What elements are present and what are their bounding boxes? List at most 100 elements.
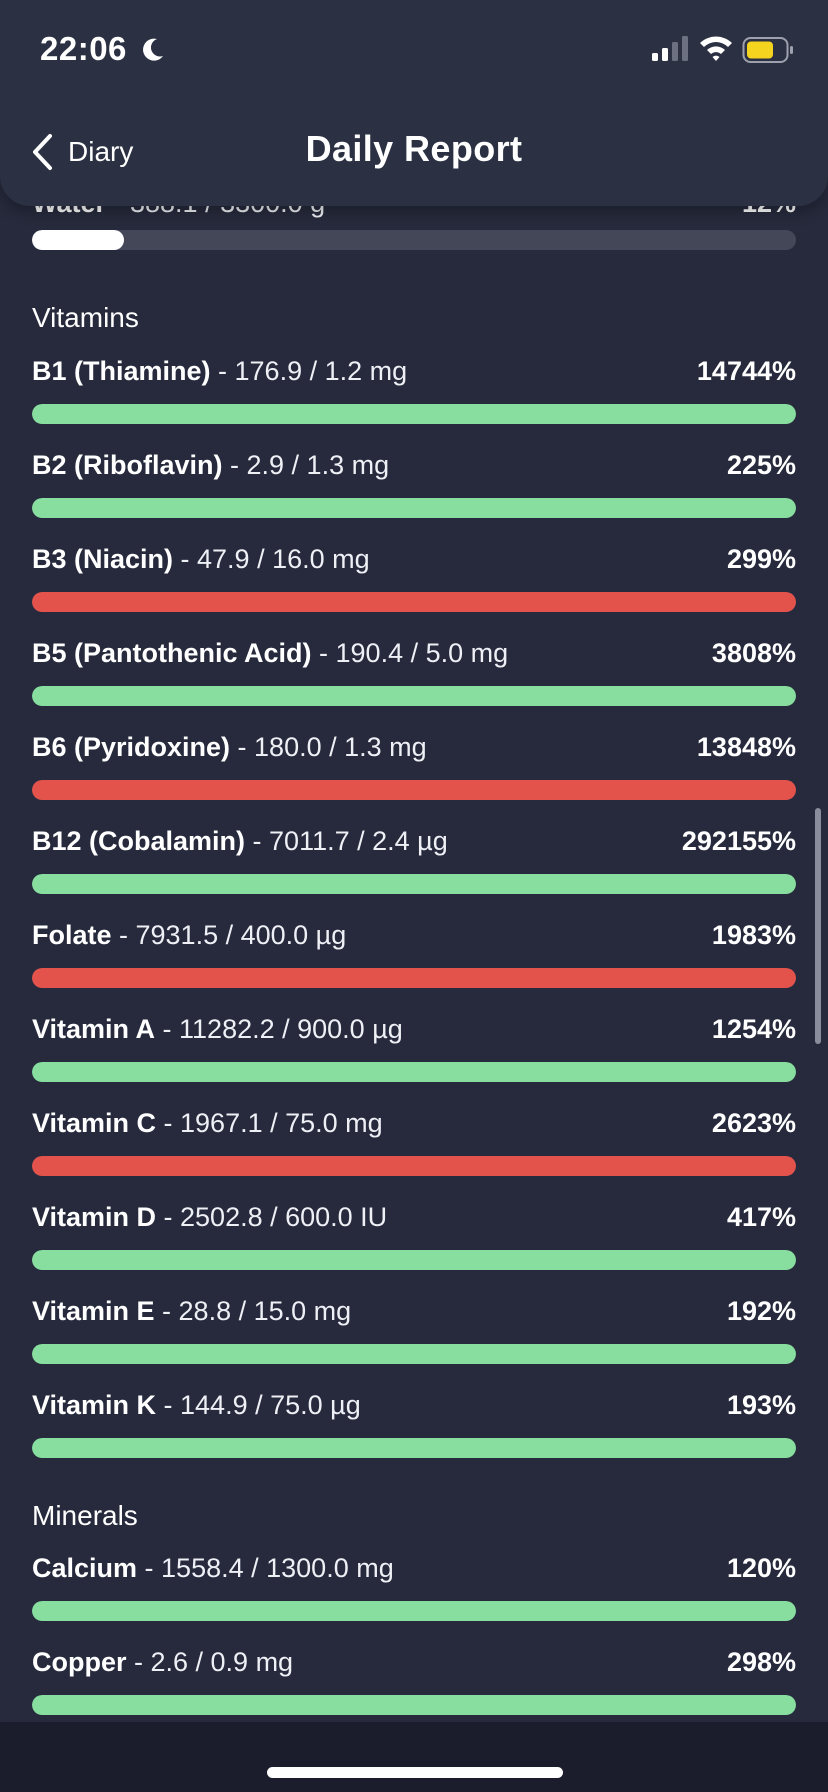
nutrient-row: Vitamin D - 2502.8 / 600.0 IU 417% [32,1202,796,1270]
nutrient-name: Vitamin A [32,1014,156,1044]
progress-track [32,874,796,894]
nutrient-amount: - 144.9 / 75.0 µg [156,1390,361,1420]
progress-fill [32,1438,796,1458]
progress-fill [32,1250,796,1270]
progress-fill [32,686,796,706]
bottom-bar [0,1722,828,1792]
nutrient-row: B2 (Riboflavin) - 2.9 / 1.3 mg 225% [32,450,796,518]
progress-fill [32,1695,796,1715]
nutrient-row: Vitamin E - 28.8 / 15.0 mg 192% [32,1296,796,1364]
progress-track [32,1062,796,1082]
nutrient-amount: - 190.4 / 5.0 mg [311,638,509,668]
scrollbar[interactable] [815,808,821,1044]
nutrient-amount: - 2.6 / 0.9 mg [126,1647,294,1677]
nutrient-row: Folate - 7931.5 / 400.0 µg 1983% [32,920,796,988]
nutrient-name: B5 (Pantothenic Acid) [32,638,312,668]
nutrient-percent: 225% [726,450,796,480]
progress-track [32,404,796,424]
progress-track [32,1344,796,1364]
status-time: 22:06 [40,30,127,67]
nutrient-amount: - 1558.4 / 1300.0 mg [137,1553,394,1583]
battery-icon [742,37,793,63]
nutrient-amount: - 176.9 / 1.2 mg [210,356,408,386]
moon-icon [143,38,163,61]
nutrient-row: Vitamin C - 1967.1 / 75.0 mg 2623% [32,1108,796,1176]
nutrient-amount: - 2.9 / 1.3 mg [222,450,390,480]
chevron-left-icon [33,134,52,170]
report-content[interactable]: Water - 388.1 / 3300.0 g 12% Vitamins B1… [0,0,828,1722]
nutrient-name: B1 (Thiamine) [32,356,211,386]
nutrient-percent: 299% [726,544,796,574]
nutrient-name: B6 (Pyridoxine) [32,732,231,762]
progress-track [32,230,796,250]
back-button[interactable]: Diary [30,130,133,174]
progress-track [32,592,796,612]
page-title: Daily Report [305,128,523,169]
progress-fill [32,498,796,518]
progress-fill [32,1156,796,1176]
nutrient-amount: - 47.9 / 16.0 mg [173,544,370,574]
nutrient-row: B5 (Pantothenic Acid) - 190.4 / 5.0 mg 38… [32,638,796,706]
back-label: Diary [68,136,134,167]
nutrient-percent: 292155% [681,826,796,856]
nutrient-name: Vitamin E [32,1296,155,1326]
nutrient-percent: 14744% [696,356,796,386]
nutrient-name: B12 (Cobalamin) [32,826,246,856]
nutrient-amount: - 7011.7 / 2.4 µg [245,826,448,856]
progress-track [32,686,796,706]
progress-track [32,1695,796,1715]
nutrient-amount: - 2502.8 / 600.0 IU [156,1202,388,1232]
progress-fill [32,780,796,800]
nutrient-percent: 13848% [696,732,796,762]
progress-fill [32,874,796,894]
nutrient-percent: 192% [726,1296,796,1326]
progress-track [32,1438,796,1458]
section-title-minerals: Minerals [32,1500,138,1531]
nutrient-percent: 298% [726,1647,796,1677]
progress-fill [32,404,796,424]
progress-fill [32,1344,796,1364]
nutrient-percent: 1254% [711,1014,796,1044]
nutrient-amount: - 28.8 / 15.0 mg [154,1296,352,1326]
section-title-vitamins: Vitamins [32,302,139,333]
nutrient-percent: 193% [726,1390,796,1420]
nutrient-name: B3 (Niacin) [32,544,174,574]
nutrient-name: Folate [32,920,112,950]
nutrient-percent: 3808% [711,638,796,668]
nutrient-row: B12 (Cobalamin) - 7011.7 / 2.4 µg 292155% [32,826,796,894]
nutrient-row: Calcium - 1558.4 / 1300.0 mg 120% [32,1553,796,1621]
nutrient-percent: 417% [726,1202,796,1232]
nutrient-row: B6 (Pyridoxine) - 180.0 / 1.3 mg 13848% [32,732,796,800]
nutrient-percent: 2623% [711,1108,796,1138]
nutrient-amount: - 11282.2 / 900.0 µg [155,1014,403,1044]
nutrient-name: Calcium [32,1553,138,1583]
progress-fill [32,1601,796,1621]
progress-track [32,968,796,988]
nutrient-amount: - 1967.1 / 75.0 mg [156,1108,383,1138]
nutrient-percent: 120% [726,1553,796,1583]
cellular-signal-icon [652,36,688,61]
progress-track [32,1601,796,1621]
progress-track [32,780,796,800]
nav-header: Diary Daily Report [0,0,828,206]
nutrient-row: Vitamin A - 11282.2 / 900.0 µg 1254% [32,1014,796,1082]
nutrient-percent: 1983% [711,920,796,950]
nutrient-row: B3 (Niacin) - 47.9 / 16.0 mg 299% [32,544,796,612]
nutrient-row: Vitamin K - 144.9 / 75.0 µg 193% [32,1390,796,1458]
nutrient-row: B1 (Thiamine) - 176.9 / 1.2 mg 14744% [32,356,796,424]
progress-fill [32,592,796,612]
nutrient-name: Copper [32,1647,127,1677]
wifi-icon [700,36,732,61]
nutrient-row: Copper - 2.6 / 0.9 mg 298% [32,1647,796,1715]
nutrient-name: Vitamin C [32,1108,157,1138]
progress-track [32,498,796,518]
nutrient-name: B2 (Riboflavin) [32,450,223,480]
status-bar: 22:06 [0,0,828,100]
progress-fill [32,230,124,250]
nutrient-amount: - 180.0 / 1.3 mg [230,732,427,762]
nutrient-name: Vitamin D [32,1202,157,1232]
progress-track [32,1250,796,1270]
home-indicator[interactable] [267,1767,563,1778]
nutrient-name: Vitamin K [32,1390,157,1420]
progress-track [32,1156,796,1176]
